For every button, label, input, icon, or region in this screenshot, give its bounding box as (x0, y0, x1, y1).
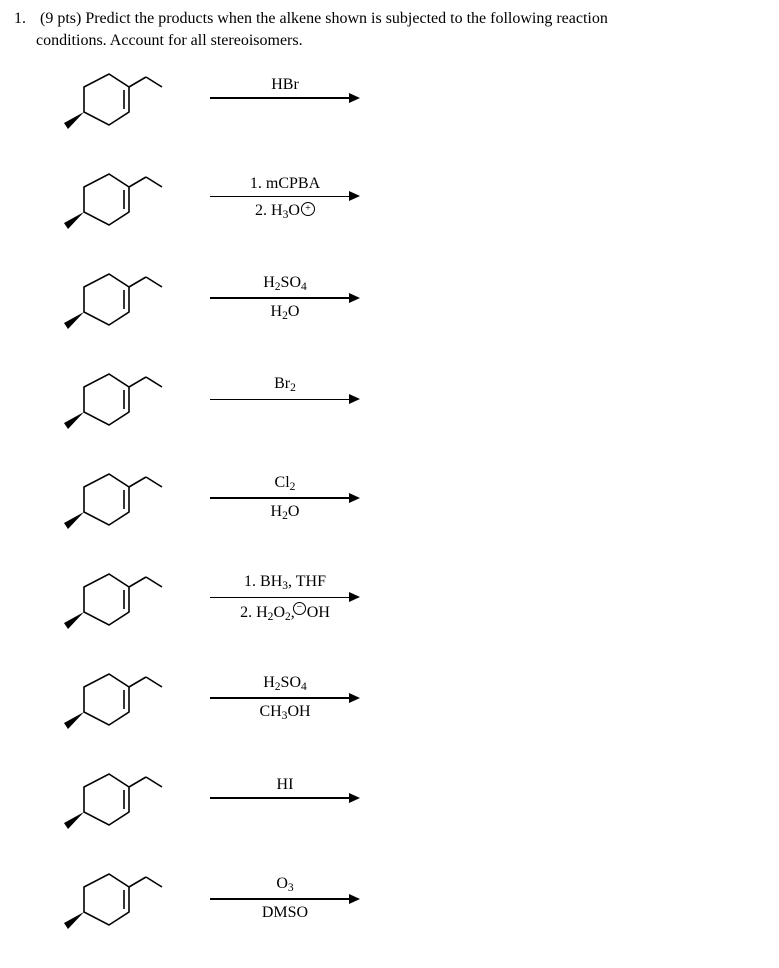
reagent-above: H2SO4 (263, 273, 307, 295)
reaction-conditions: Br2 (210, 374, 360, 423)
reaction-conditions: Cl2H2O (210, 473, 360, 524)
reaction-row: 1. mCPBA 2. H3O+ (34, 157, 765, 239)
reaction-arrow (210, 597, 360, 599)
reaction-arrow (210, 797, 360, 799)
reaction-conditions: 1. BH3, THF 2. H2O2,−OH (210, 572, 360, 624)
reagent-above: O3 (276, 874, 293, 896)
reaction-conditions: HBr (210, 75, 360, 121)
reaction-arrow (210, 399, 360, 401)
alkene-structure (34, 757, 164, 839)
question-line2: conditions. Account for all stereoisomer… (36, 32, 303, 49)
reagent-below: H2O (271, 502, 300, 524)
question-line1: Predict the products when the alkene sho… (85, 10, 608, 27)
alkene-structure (34, 357, 164, 439)
reaction-conditions: HI (210, 775, 360, 821)
reaction-conditions: 1. mCPBA 2. H3O+ (210, 174, 360, 223)
reaction-row: 1. BH3, THF 2. H2O2,−OH (34, 557, 765, 639)
reagent-below: CH3OH (259, 702, 310, 724)
reagent-below: 2. H2O2,−OH (240, 602, 330, 625)
reaction-row: H2SO4 CH3OH (34, 657, 765, 739)
reaction-row: HBr (34, 57, 765, 139)
reaction-conditions: H2SO4 CH3OH (210, 673, 360, 724)
question-number: 1. (14, 8, 36, 30)
reagent-above: 1. mCPBA (250, 174, 320, 193)
reagent-below: H2O (271, 302, 300, 324)
reaction-row: Cl2H2O (34, 457, 765, 539)
reaction-arrow (210, 898, 360, 900)
reaction-row: Br2 (34, 357, 765, 439)
reaction-row: HI (34, 757, 765, 839)
reaction-arrow (210, 97, 360, 99)
alkene-structure (34, 657, 164, 739)
reaction-conditions: H2SO4 H2O (210, 273, 360, 324)
alkene-structure (34, 257, 164, 339)
reagent-above: Br2 (274, 374, 296, 396)
question-points: (9 pts) (40, 10, 81, 27)
reaction-arrow (210, 697, 360, 699)
reagent-above: 1. BH3, THF (244, 572, 326, 594)
alkene-structure (34, 857, 164, 939)
reaction-conditions: O3 DMSO (210, 874, 360, 923)
reaction-row: O3 DMSO (34, 857, 765, 939)
reaction-row: H2SO4 H2O (34, 257, 765, 339)
question-stem: 1. (9 pts) Predict the products when the… (14, 8, 765, 51)
alkene-structure (34, 457, 164, 539)
alkene-structure (34, 157, 164, 239)
reagent-above: HBr (271, 75, 299, 94)
reagent-below: 2. H3O+ (255, 201, 315, 223)
reagent-above: H2SO4 (263, 673, 307, 695)
reaction-arrow (210, 196, 360, 198)
reagent-above: HI (277, 775, 294, 794)
alkene-structure (34, 557, 164, 639)
reaction-arrow (210, 497, 360, 499)
reagent-below: DMSO (262, 903, 308, 922)
alkene-structure (34, 57, 164, 139)
reagent-above: Cl2 (275, 473, 296, 495)
reaction-arrow (210, 297, 360, 299)
